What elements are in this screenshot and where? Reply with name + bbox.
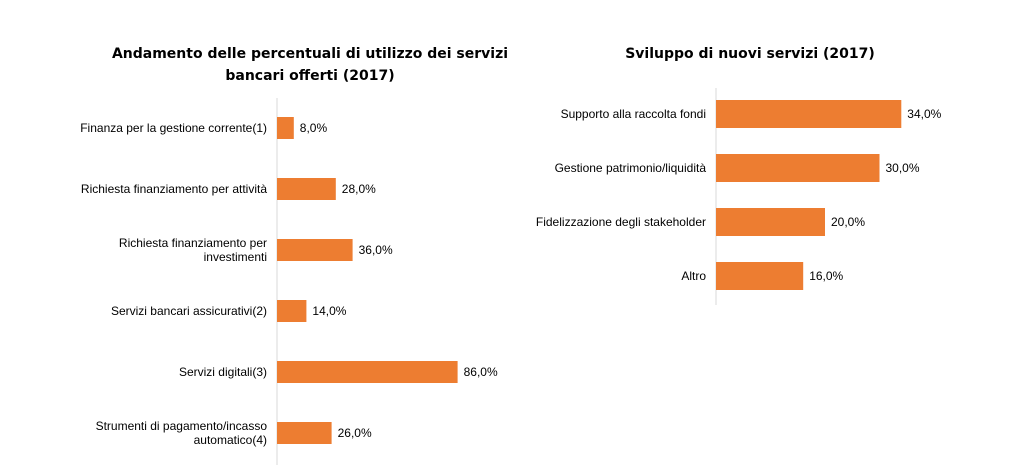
chart-1-bar [277, 422, 332, 444]
chart-1-bar [277, 178, 336, 200]
chart-2-category-label: Altro [681, 269, 706, 283]
chart-1-value-label: 8,0% [300, 121, 328, 135]
chart-1-value-label: 28,0% [342, 182, 376, 196]
chart-2-value-label: 30,0% [886, 161, 920, 175]
chart-1-title-line: bancari offerti (2017) [225, 68, 394, 84]
chart-1-category-label: Servizi digitali(3) [179, 365, 267, 379]
chart-2-value-label: 34,0% [907, 107, 941, 121]
chart-2-category-label: Supporto alla raccolta fondi [561, 107, 706, 121]
chart-1-category-label: Richiesta finanziamento per attività [81, 182, 267, 196]
chart-2-category-label: Fidelizzazione degli stakeholder [536, 215, 706, 229]
chart-1-bar [277, 300, 307, 322]
chart-2-bar [716, 154, 880, 182]
chart-2-category-label: Gestione patrimonio/liquidità [555, 161, 707, 175]
chart-2-bar [716, 208, 825, 236]
chart-2-bar [716, 100, 902, 128]
chart-2-value-label: 20,0% [831, 215, 865, 229]
chart-1-title-line: Andamento delle percentuali di utilizzo … [112, 46, 508, 62]
chart-2-title-line: Sviluppo di nuovi servizi (2017) [625, 46, 875, 62]
chart-1-category-label: automatico(4) [194, 433, 267, 447]
chart-1-bar [277, 361, 458, 383]
chart-1-category-label: Servizi bancari assicurativi(2) [111, 304, 267, 318]
chart-1-value-label: 14,0% [312, 304, 346, 318]
chart-2-value-label: 16,0% [809, 269, 843, 283]
chart-1-value-label: 86,0% [464, 365, 498, 379]
chart-1-value-label: 36,0% [359, 243, 393, 257]
chart-1-value-label: 26,0% [338, 426, 372, 440]
chart-1-category-label: Finanza per la gestione corrente(1) [80, 121, 267, 135]
chart-1-category-label: Richiesta finanziamento per [119, 236, 267, 250]
chart-1-category-label: Strumenti di pagamento/incasso [96, 419, 268, 433]
chart-1-bar [277, 117, 294, 139]
chart-1-category-label: investimenti [204, 250, 267, 264]
chart-1-bar [277, 239, 353, 261]
chart-2-bar [716, 262, 804, 290]
